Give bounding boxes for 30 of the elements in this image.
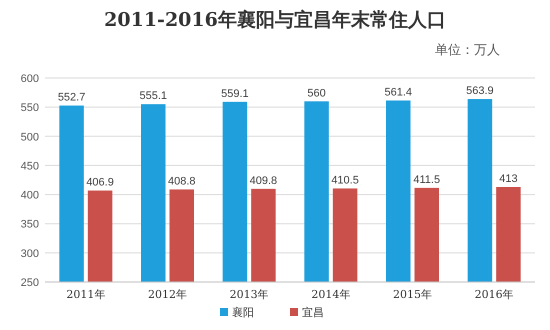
x-tick-label: 2015年 — [393, 288, 432, 301]
data-label: 406.9 — [86, 176, 114, 189]
data-label: 410.5 — [331, 174, 359, 186]
x-tick-label: 2013年 — [230, 288, 269, 301]
y-tick-label: 500 — [20, 131, 39, 144]
data-label: 563.9 — [466, 85, 494, 98]
chart-subtitle: 单位：万人 — [435, 42, 500, 57]
y-tick-label: 450 — [20, 160, 39, 172]
data-label: 559.1 — [221, 88, 249, 100]
legend-label: 襄阳 — [232, 306, 254, 319]
y-tick-label: 250 — [20, 277, 39, 289]
x-tick-label: 2012年 — [148, 288, 187, 301]
data-label: 409.8 — [250, 174, 278, 187]
x-tick-label: 2011年 — [66, 288, 106, 301]
y-tick-label: 400 — [20, 190, 39, 202]
y-tick-label: 600 — [20, 73, 39, 85]
y-tick-label: 550 — [20, 102, 39, 114]
data-label: 555.1 — [139, 90, 168, 102]
data-label: 411.5 — [413, 174, 440, 186]
data-label: 413 — [499, 172, 518, 185]
data-label: 408.8 — [168, 175, 196, 188]
legend-label: 宜昌 — [302, 306, 324, 319]
x-tick-label: 2014年 — [311, 288, 350, 301]
y-tick-label: 300 — [20, 248, 39, 260]
y-tick-label: 350 — [20, 218, 39, 231]
data-label: 560 — [307, 87, 326, 100]
chart-title: 2011-2016年襄阳与宜昌年末常住人口 — [104, 9, 446, 31]
data-label: 552.7 — [58, 92, 86, 104]
x-tick-label: 2016年 — [474, 288, 514, 301]
data-label: 561.4 — [384, 86, 412, 98]
